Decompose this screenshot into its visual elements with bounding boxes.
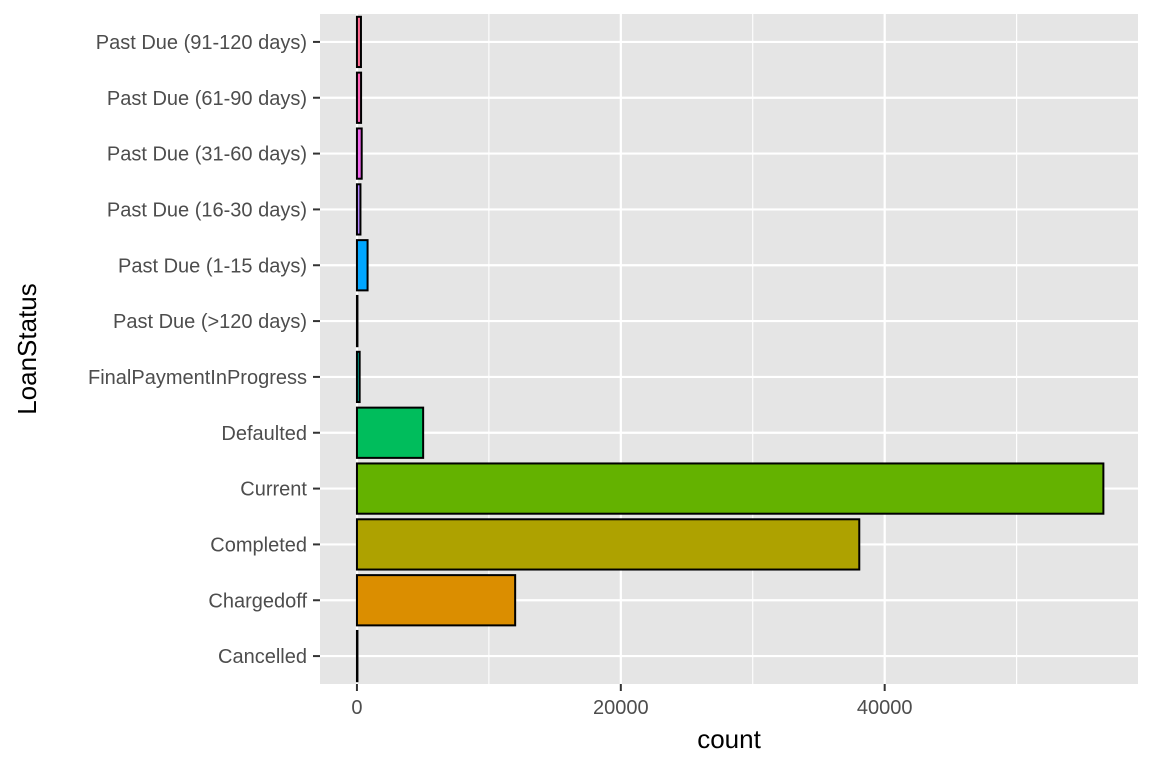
y-tick-label: Past Due (91-120 days) [96,32,307,54]
y-tick-label: Chargedoff [208,590,307,612]
bar-defaulted [355,406,425,459]
bar-past-due-61-90-days [355,71,363,124]
bars [355,15,1105,683]
y-axis-title: LoanStatus [12,283,42,415]
y-tick-label: FinalPaymentInProgress [88,367,307,389]
x-tick-label: 20000 [593,697,649,719]
x-tick-label: 40000 [857,697,913,719]
y-tick-label: Defaulted [221,423,307,445]
y-tick-label: Current [240,479,307,501]
bar-past-due-31-60-days [355,127,363,180]
y-tick-label: Past Due (31-60 days) [107,144,307,166]
y-tick-label: Past Due (61-90 days) [107,88,307,110]
x-tick-label: 0 [351,697,362,719]
axes: Cancelled Chargedoff Completed Current Defau… [88,32,912,719]
y-tick-label: Past Due (1-15 days) [118,255,307,277]
bar-cancelled [355,629,359,683]
y-tick-label: Past Due (>120 days) [113,311,307,333]
y-tick-label: Cancelled [218,646,307,668]
bar-finalpaymentinprogress [355,350,361,404]
bar-past-due-120-days [355,294,359,348]
bar-chargedoff [355,574,517,627]
x-axis-title: count [697,724,761,754]
y-tick-label: Past Due (16-30 days) [107,199,307,221]
bar-past-due-1-15-days [355,239,369,292]
plot-panel [320,14,1138,684]
bar-past-due-16-30-days [355,183,362,236]
bar-completed [355,518,861,571]
bar-past-due-91-120-days [355,15,362,69]
bar-current [355,462,1105,515]
y-tick-label: Completed [210,534,307,556]
